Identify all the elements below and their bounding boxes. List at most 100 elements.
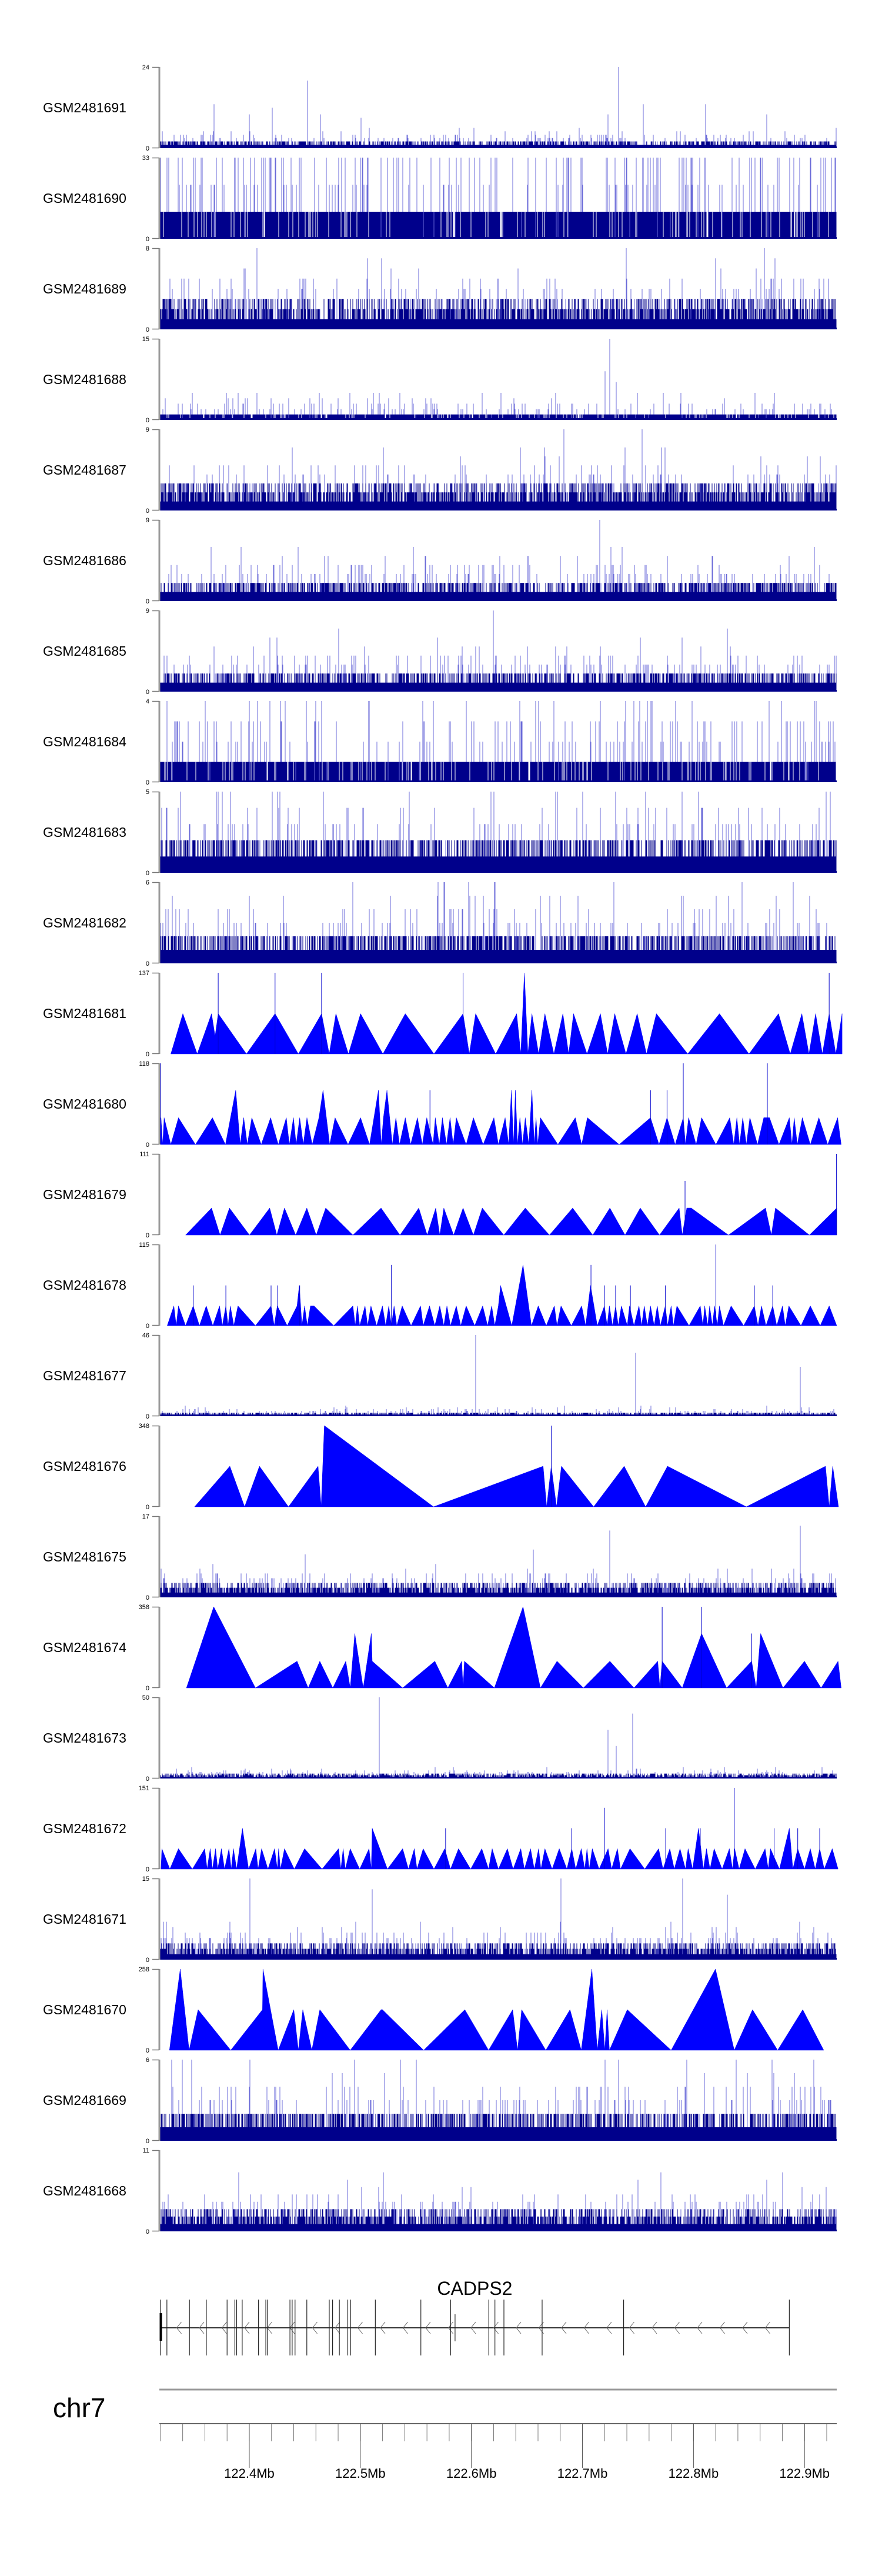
y-tick-label-min: 0: [146, 2138, 149, 2145]
track: GSM2481670 258 0: [43, 1966, 824, 2054]
y-tick-label-max: 15: [142, 1876, 149, 1883]
strand-arrow-icon: [447, 2321, 453, 2334]
y-tick-label-max: 348: [139, 1423, 149, 1430]
coverage-floor: [161, 509, 837, 510]
coverage-area: [171, 972, 843, 1055]
strand-arrow-icon: [561, 2321, 567, 2334]
y-tick-label-min: 0: [146, 417, 149, 424]
y-tick-label-min: 0: [146, 1413, 149, 1420]
exon-utr: [159, 2313, 162, 2341]
y-tick-label-max: 115: [139, 1242, 149, 1249]
coverage-floor: [161, 599, 837, 601]
y-tick-label-max: 11: [143, 2147, 149, 2154]
coverage-floor: [161, 690, 837, 692]
axis-tick-label: 122.7Mb: [557, 2466, 608, 2481]
track: GSM2481679 111 0: [43, 1151, 837, 1239]
strand-arrow-icon: [764, 2321, 770, 2334]
y-tick-label-max: 24: [142, 64, 149, 71]
track-label: GSM2481671: [43, 1911, 126, 1927]
coverage-bars-base: [160, 840, 837, 873]
strand-arrow-icon: [652, 2321, 657, 2334]
track: GSM2481686 9 0: [43, 517, 837, 605]
strand-arrow-icon: [742, 2321, 748, 2334]
y-tick-label-min: 0: [146, 598, 149, 605]
y-tick-label-max: 137: [139, 970, 149, 977]
coverage-bars-high: [160, 339, 837, 420]
coverage-area: [169, 1968, 824, 2051]
coverage-bars-base: [160, 299, 837, 329]
y-tick-label-min: 0: [146, 1323, 149, 1330]
track-label: GSM2481673: [43, 1730, 126, 1746]
coverage-area: [160, 1090, 841, 1145]
y-tick-label-min: 0: [146, 2228, 149, 2235]
coverage-area: [185, 1207, 837, 1236]
track: GSM2481682 6 0: [43, 879, 837, 967]
track-label: GSM2481668: [43, 2183, 126, 2198]
y-tick-label-min: 0: [146, 236, 149, 243]
strand-arrow-icon: [335, 2321, 340, 2334]
track: GSM2481671 15 0: [43, 1876, 837, 1964]
coverage-floor: [161, 237, 837, 239]
track: GSM2481673 50 0: [43, 1694, 837, 1783]
track: GSM2481674 358 0: [43, 1604, 841, 1692]
coverage-bars-base: [160, 483, 837, 510]
track-label: GSM2481674: [43, 1640, 126, 1655]
coverage-area: [194, 1425, 839, 1507]
track-label: GSM2481683: [43, 825, 126, 840]
track: GSM2481684 4 0: [43, 698, 837, 786]
y-tick-label-min: 0: [146, 1051, 149, 1058]
coverage-floor: [161, 962, 837, 963]
coverage-bars-base: [160, 1943, 837, 1960]
y-tick-label-min: 0: [146, 960, 149, 967]
track: GSM2481680 118 0: [43, 1060, 841, 1149]
coverage-bars-base: [160, 414, 837, 420]
axis-tick-label: 122.8Mb: [669, 2466, 719, 2481]
track-label: GSM2481669: [43, 2093, 126, 2108]
coverage-bars-base: [160, 212, 837, 239]
genome-axis: chr7 122.4Mb 122.5Mb 122.6Mb 122.7Mb 122.8Mb 1…: [53, 2388, 837, 2481]
coverage-bars-base: [160, 936, 837, 963]
y-tick-label-min: 0: [146, 1594, 149, 1601]
strand-arrow-icon: [312, 2321, 318, 2334]
y-tick-label-max: 46: [142, 1332, 149, 1339]
y-tick-label-min: 0: [146, 1685, 149, 1692]
track-label: GSM2481689: [43, 281, 126, 296]
track: GSM2481689 8 0: [43, 245, 837, 333]
y-tick-label-max: 50: [142, 1694, 149, 1701]
track-label: GSM2481670: [43, 2002, 126, 2017]
track: GSM2481669 6 0: [43, 2057, 837, 2145]
track: GSM2481677 46 0: [43, 1332, 837, 1420]
track-label: GSM2481687: [43, 462, 126, 478]
y-tick-label-min: 0: [146, 689, 149, 696]
track-label: GSM2481680: [43, 1096, 126, 1112]
track: GSM2481687 9 0: [43, 426, 837, 515]
coverage-bars-base: [160, 1583, 837, 1597]
track: GSM2481678 115 0: [43, 1242, 837, 1330]
coverage-bars-base: [160, 762, 836, 782]
y-tick-label-max: 118: [139, 1060, 149, 1067]
axis-tick-label: 122.4Mb: [224, 2466, 275, 2481]
y-tick-label-max: 258: [139, 1966, 149, 1973]
y-tick-label-max: 9: [146, 608, 149, 615]
track: GSM2481675 17 0: [43, 1513, 837, 1601]
y-tick-label-min: 0: [146, 870, 149, 877]
coverage-floor: [161, 146, 837, 148]
y-tick-label-max: 15: [142, 336, 149, 343]
track-label: GSM2481675: [43, 1549, 126, 1564]
track-label: GSM2481677: [43, 1368, 126, 1383]
strand-arrow-icon: [516, 2321, 522, 2334]
track-label: GSM2481672: [43, 1821, 126, 1836]
coverage-floor: [161, 1414, 837, 1416]
axis-tick-label: 122.9Mb: [779, 2466, 830, 2481]
y-tick-label-min: 0: [146, 1232, 149, 1239]
coverage-bars-base: [160, 583, 837, 601]
track-label: GSM2481688: [43, 372, 126, 387]
coverage-bars-high: [160, 1697, 837, 1778]
gene-track: CADPS2: [159, 2278, 790, 2355]
y-tick-label-max: 4: [146, 698, 149, 705]
y-tick-label-max: 111: [139, 1151, 149, 1158]
strand-arrow-icon: [697, 2321, 703, 2334]
strand-arrow-icon: [176, 2321, 182, 2334]
strand-arrow-icon: [719, 2321, 725, 2334]
y-tick-label-min: 0: [146, 779, 149, 786]
